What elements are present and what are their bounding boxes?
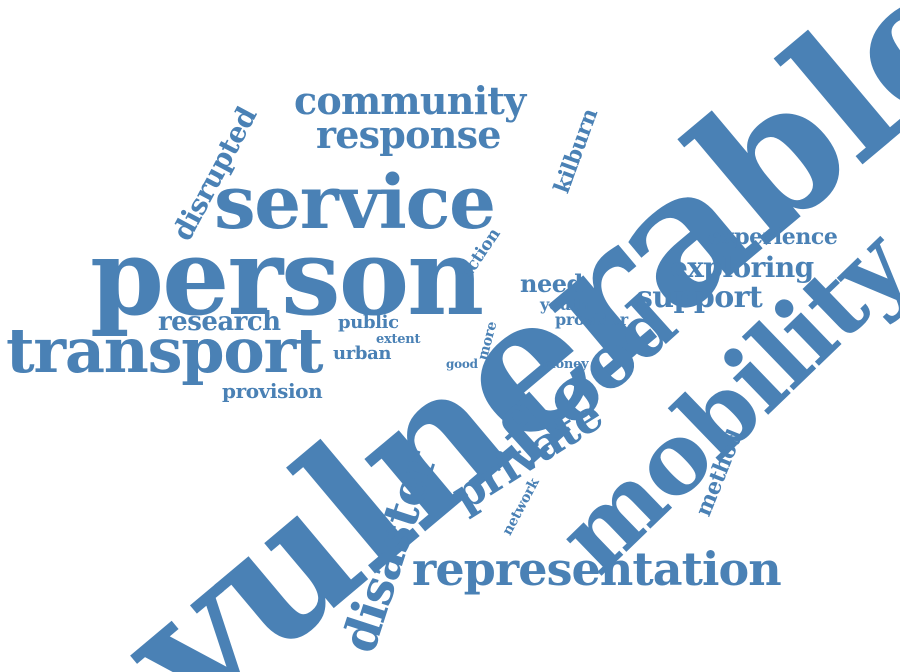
word-transport: transport [6,314,324,387]
word-need: need [520,269,583,298]
word-money: money [542,357,589,372]
word-provision: provision [222,379,323,403]
word-provider: provider [555,310,628,329]
word-youth: youth [540,295,590,314]
word-community: community [294,78,526,123]
word-support: support [636,280,763,315]
word-service: service [214,160,496,246]
word-person: person [90,214,484,339]
word-good: good [446,357,478,371]
word-public: public [338,312,399,333]
word-research: research [158,307,281,337]
word-extent: extent [376,332,421,347]
word-response: response [316,112,501,157]
word-representation: representation [412,542,782,596]
word-experience: experience [708,224,838,250]
word-urban: urban [333,343,392,364]
word-exploring: exploring [670,251,814,284]
